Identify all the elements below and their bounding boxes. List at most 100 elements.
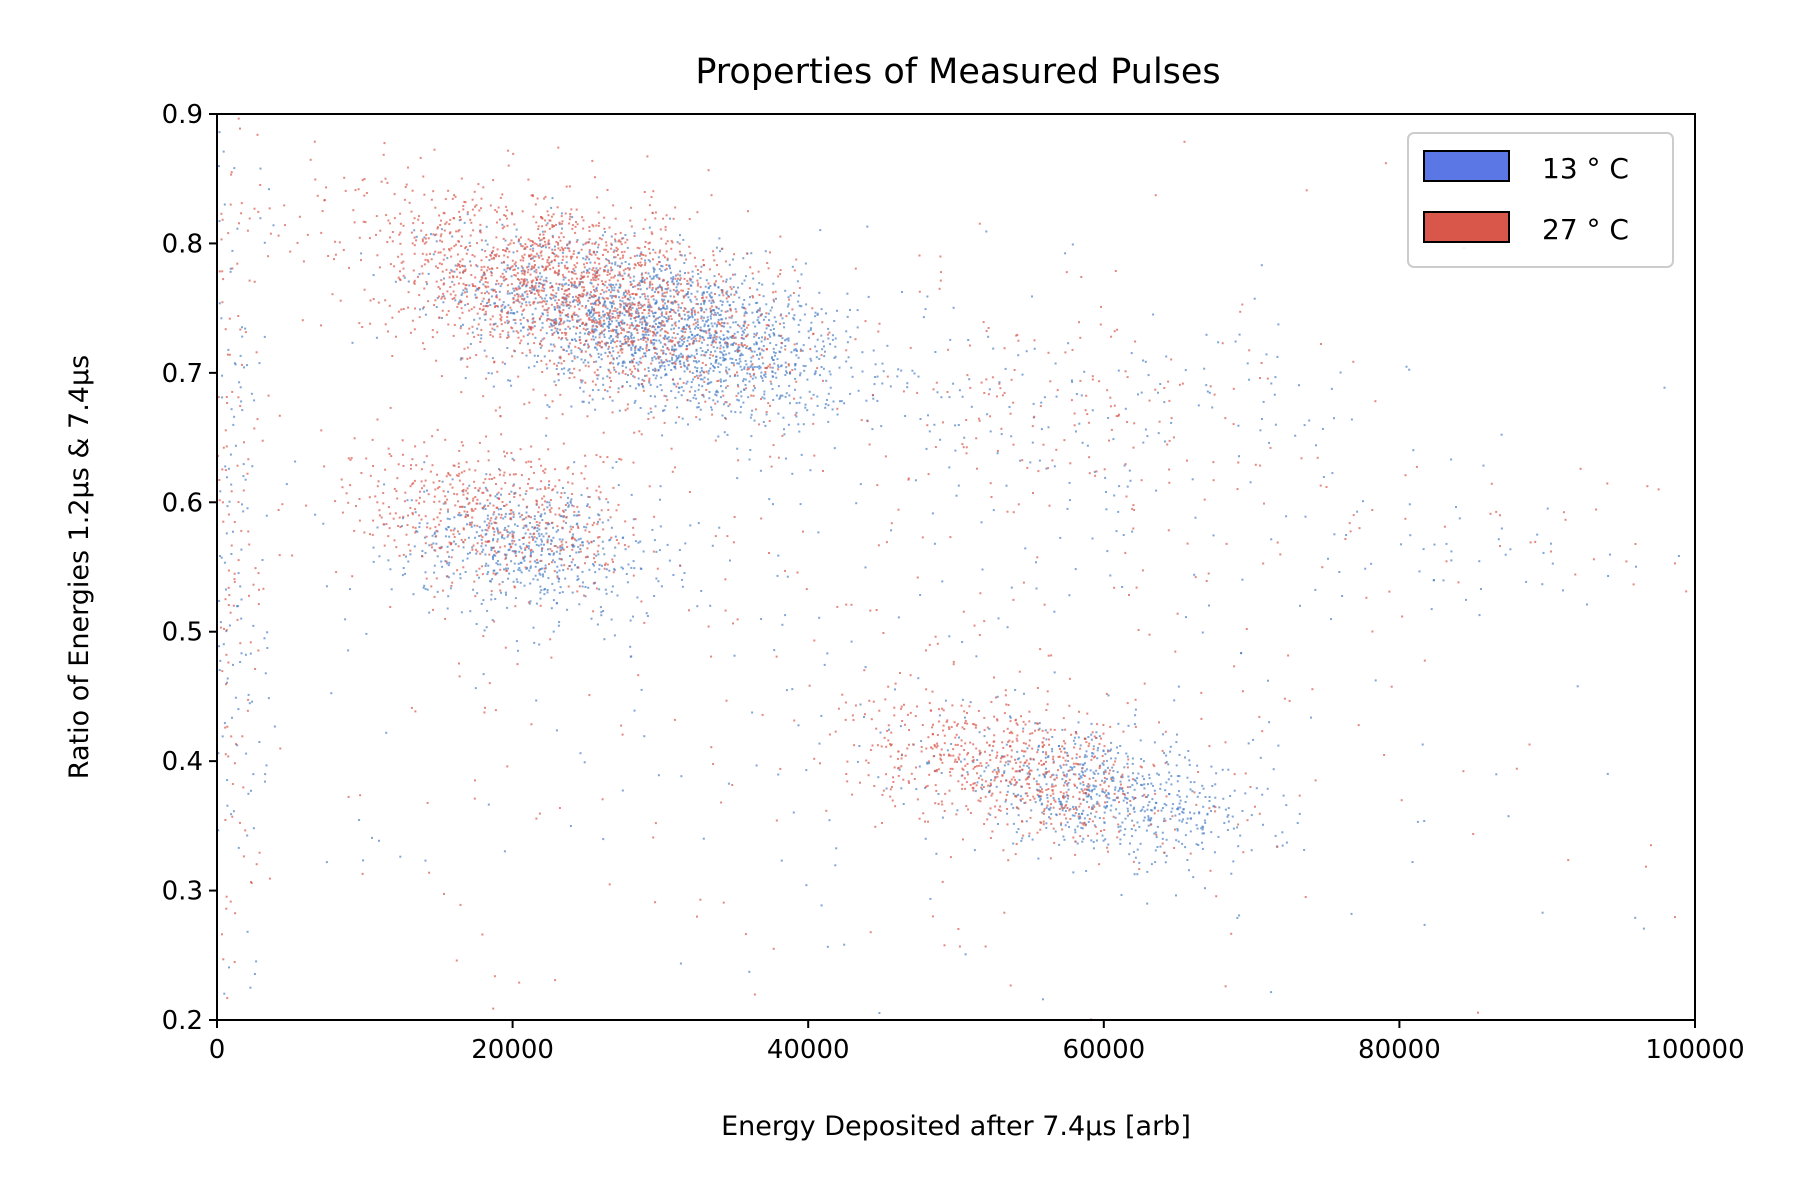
scatter-point <box>1101 779 1103 782</box>
scatter-point <box>605 244 608 247</box>
scatter-point <box>662 345 664 348</box>
scatter-point <box>718 237 721 240</box>
scatter-point <box>759 307 761 310</box>
scatter-point <box>644 327 647 329</box>
scatter-point <box>582 219 585 222</box>
scatter-point <box>659 355 662 358</box>
scatter-point <box>1236 916 1239 919</box>
scatter-point <box>561 285 564 288</box>
scatter-point <box>543 588 546 591</box>
scatter-point <box>817 531 820 534</box>
scatter-point <box>598 333 601 336</box>
scatter-point <box>512 318 515 321</box>
scatter-point <box>695 397 698 400</box>
scatter-point <box>987 764 990 767</box>
scatter-point <box>1167 763 1170 766</box>
scatter-point <box>1277 323 1280 326</box>
scatter-point <box>877 776 880 779</box>
scatter-point <box>1450 458 1453 461</box>
scatter-point <box>725 297 728 300</box>
scatter-point <box>1430 608 1433 611</box>
scatter-point <box>499 285 502 288</box>
scatter-point <box>658 322 661 325</box>
scatter-point <box>734 350 737 353</box>
scatter-point <box>768 333 771 336</box>
scatter-point <box>612 284 615 286</box>
scatter-point <box>591 319 594 322</box>
scatter-point <box>593 320 595 323</box>
scatter-point <box>729 336 732 339</box>
scatter-point <box>964 953 967 956</box>
scatter-point <box>1142 806 1145 809</box>
scatter-point <box>265 764 268 767</box>
scatter-point <box>594 383 597 386</box>
scatter-point <box>421 272 424 275</box>
scatter-point <box>566 502 569 504</box>
scatter-point <box>1115 530 1118 533</box>
scatter-point <box>718 336 721 339</box>
scatter-point <box>759 469 762 472</box>
scatter-point <box>554 270 556 273</box>
scatter-point <box>826 399 828 401</box>
scatter-point <box>539 251 542 254</box>
scatter-point <box>1061 809 1064 812</box>
scatter-point <box>652 248 655 251</box>
scatter-point <box>1087 820 1090 823</box>
scatter-point <box>531 284 534 287</box>
scatter-point <box>529 245 532 247</box>
scatter-point <box>969 701 972 704</box>
scatter-point <box>1194 516 1197 519</box>
scatter-point <box>686 282 689 285</box>
scatter-point <box>508 292 511 295</box>
scatter-point <box>742 306 745 309</box>
scatter-point <box>628 313 631 316</box>
scatter-point <box>820 308 823 311</box>
scatter-point <box>601 296 604 299</box>
scatter-point <box>747 367 750 370</box>
scatter-point <box>369 322 372 325</box>
scatter-point <box>1308 419 1311 422</box>
scatter-point <box>707 287 710 290</box>
scatter-point <box>506 337 509 339</box>
scatter-point <box>777 366 780 368</box>
scatter-point <box>564 266 567 269</box>
scatter-point <box>721 300 724 303</box>
scatter-point <box>1112 770 1115 772</box>
scatter-point <box>577 538 580 541</box>
scatter-point <box>476 312 479 315</box>
scatter-point <box>743 328 746 331</box>
scatter-point <box>681 578 684 581</box>
scatter-point <box>810 327 812 330</box>
scatter-point <box>503 249 506 252</box>
scatter-point <box>612 302 615 305</box>
scatter-point <box>1226 815 1229 818</box>
scatter-point <box>1045 826 1048 829</box>
scatter-point <box>499 313 502 316</box>
scatter-point <box>727 330 730 333</box>
scatter-point <box>630 353 633 356</box>
scatter-point <box>665 242 668 245</box>
scatter-point <box>794 363 797 366</box>
scatter-point <box>721 290 724 293</box>
scatter-point <box>652 298 655 301</box>
scatter-point <box>502 237 505 240</box>
scatter-point <box>1037 748 1039 751</box>
scatter-point <box>773 649 776 652</box>
scatter-point <box>772 399 775 401</box>
scatter-point <box>454 299 457 302</box>
scatter-point <box>1018 757 1021 760</box>
scatter-point <box>649 260 651 263</box>
scatter-point <box>1115 808 1118 811</box>
scatter-point <box>1019 799 1022 802</box>
scatter-point <box>517 240 520 243</box>
scatter-point <box>710 305 713 308</box>
scatter-point <box>1261 793 1264 796</box>
scatter-point <box>443 277 445 280</box>
scatter-point <box>851 375 854 378</box>
scatter-point <box>713 366 716 369</box>
scatter-point <box>555 319 558 322</box>
scatter-point <box>631 361 634 364</box>
scatter-point <box>957 484 960 487</box>
scatter-point <box>580 358 583 361</box>
scatter-point <box>839 400 841 403</box>
